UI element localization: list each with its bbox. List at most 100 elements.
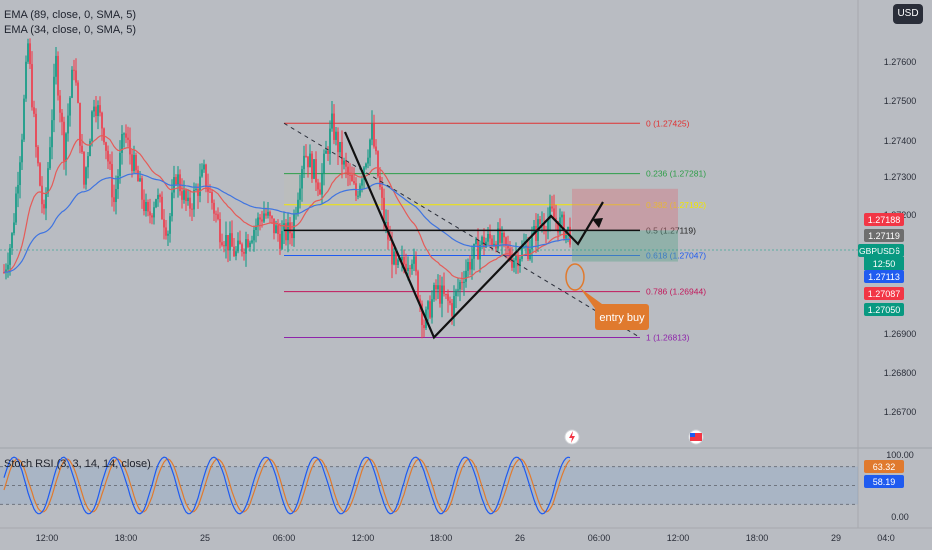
- ema34-legend[interactable]: EMA (34, close, 0, SMA, 5): [4, 24, 137, 36]
- candle-body: [217, 214, 219, 220]
- candle-body: [457, 289, 459, 291]
- lightning-glyph: [569, 431, 575, 443]
- candle-body: [473, 243, 475, 259]
- candle-body: [145, 202, 147, 212]
- candle-body: [411, 263, 413, 269]
- candle-body: [389, 239, 391, 241]
- candle-body: [17, 185, 19, 194]
- candle-body: [553, 208, 555, 218]
- candle-body: [257, 217, 259, 226]
- price-tick: 1.27600: [884, 57, 917, 67]
- fib-level-label: 0.5 (1.27119): [646, 225, 696, 235]
- price-badge-label: 1.27050: [868, 305, 901, 315]
- rsi-tick: 100.00: [886, 450, 914, 460]
- candle-body: [475, 239, 477, 244]
- candle-body: [115, 189, 117, 203]
- candle-body: [97, 105, 99, 117]
- time-tick: 18:00: [115, 533, 138, 543]
- currency-button[interactable]: USD: [893, 4, 923, 24]
- candle-body: [477, 239, 479, 260]
- candle-body: [127, 137, 129, 140]
- candle-body: [283, 223, 285, 231]
- candle-body: [357, 195, 359, 197]
- candle-body: [445, 293, 447, 295]
- candle-body: [41, 185, 43, 205]
- candle-body: [21, 139, 23, 163]
- rsi-badge: [864, 460, 904, 473]
- stoch-rsi-legend[interactable]: Stoch RSI (3, 3, 14, 14, close): [4, 458, 151, 470]
- candle-body: [103, 128, 105, 143]
- price-tick: 1.27400: [884, 136, 917, 146]
- candle-body: [507, 245, 509, 249]
- candle-body: [499, 228, 501, 243]
- candle-body: [191, 208, 193, 210]
- candle-body: [361, 179, 363, 186]
- candle-body: [339, 141, 341, 153]
- fib-zone: [284, 173, 640, 205]
- candle-body: [31, 64, 33, 108]
- candle-body: [201, 169, 203, 177]
- candle-body: [183, 190, 185, 200]
- candle-body: [87, 156, 89, 168]
- candle-body: [271, 216, 273, 219]
- candle-body: [383, 197, 385, 224]
- candle-body: [551, 206, 553, 209]
- price-badge-label: 1.27188: [868, 215, 901, 225]
- candle-body: [325, 150, 327, 154]
- candle-body: [315, 159, 317, 183]
- candle-body: [251, 240, 253, 243]
- candle-body: [215, 213, 217, 215]
- time-tick: 12:00: [667, 533, 690, 543]
- time-tick: 04:0: [877, 533, 895, 543]
- symbol-label: GBPUSD: [859, 246, 895, 256]
- candle-body: [373, 123, 375, 147]
- candle-body: [459, 282, 461, 290]
- candle-body: [93, 106, 95, 112]
- candle-body: [449, 300, 451, 304]
- candle-body: [371, 123, 373, 140]
- ema89-legend[interactable]: EMA (89, close, 0, SMA, 5): [4, 9, 137, 21]
- callout-text: entry buy: [599, 312, 645, 324]
- candle-body: [117, 176, 119, 190]
- candle-body: [49, 147, 51, 169]
- candle-body: [335, 131, 337, 140]
- candle-body: [91, 111, 93, 141]
- candle-body: [175, 177, 177, 185]
- axes: 1.276001.275001.274001.273001.272001.269…: [0, 57, 916, 543]
- candle-body: [491, 238, 493, 246]
- stoch-rsi-pane: [0, 456, 858, 515]
- candle-body: [273, 218, 275, 234]
- candle-body: [47, 168, 49, 194]
- candle-body: [237, 240, 239, 252]
- candle-body: [77, 82, 79, 103]
- arrow-head: [592, 218, 603, 228]
- candle-body: [489, 233, 491, 239]
- rsi-badge-label: 58.19: [873, 477, 896, 487]
- candle-body: [515, 255, 517, 261]
- candle-body: [289, 222, 291, 234]
- fib-level-label: 0.236 (1.27281): [646, 169, 706, 179]
- candle-body: [193, 189, 195, 210]
- candle-body: [199, 176, 201, 196]
- candle-body: [123, 133, 125, 135]
- candle-body: [525, 245, 527, 247]
- candle-body: [187, 197, 189, 202]
- candle-body: [107, 150, 109, 162]
- candle-body: [351, 174, 353, 182]
- candle-body: [501, 232, 503, 243]
- candle-body: [247, 239, 249, 248]
- candle-body: [461, 282, 463, 284]
- fib-level-label: 0.618 (1.27047): [646, 251, 706, 261]
- candle-body: [281, 230, 283, 249]
- candle-body: [261, 219, 263, 222]
- candle-body: [53, 76, 55, 121]
- candle-body: [275, 225, 277, 234]
- candle-body: [405, 263, 407, 271]
- countdown-badge: [864, 257, 904, 270]
- candle-body: [309, 153, 311, 168]
- candle-body: [177, 174, 179, 185]
- candle-body: [307, 156, 309, 168]
- price-badge-label: 1.27113: [868, 272, 900, 282]
- candle-body: [313, 159, 315, 179]
